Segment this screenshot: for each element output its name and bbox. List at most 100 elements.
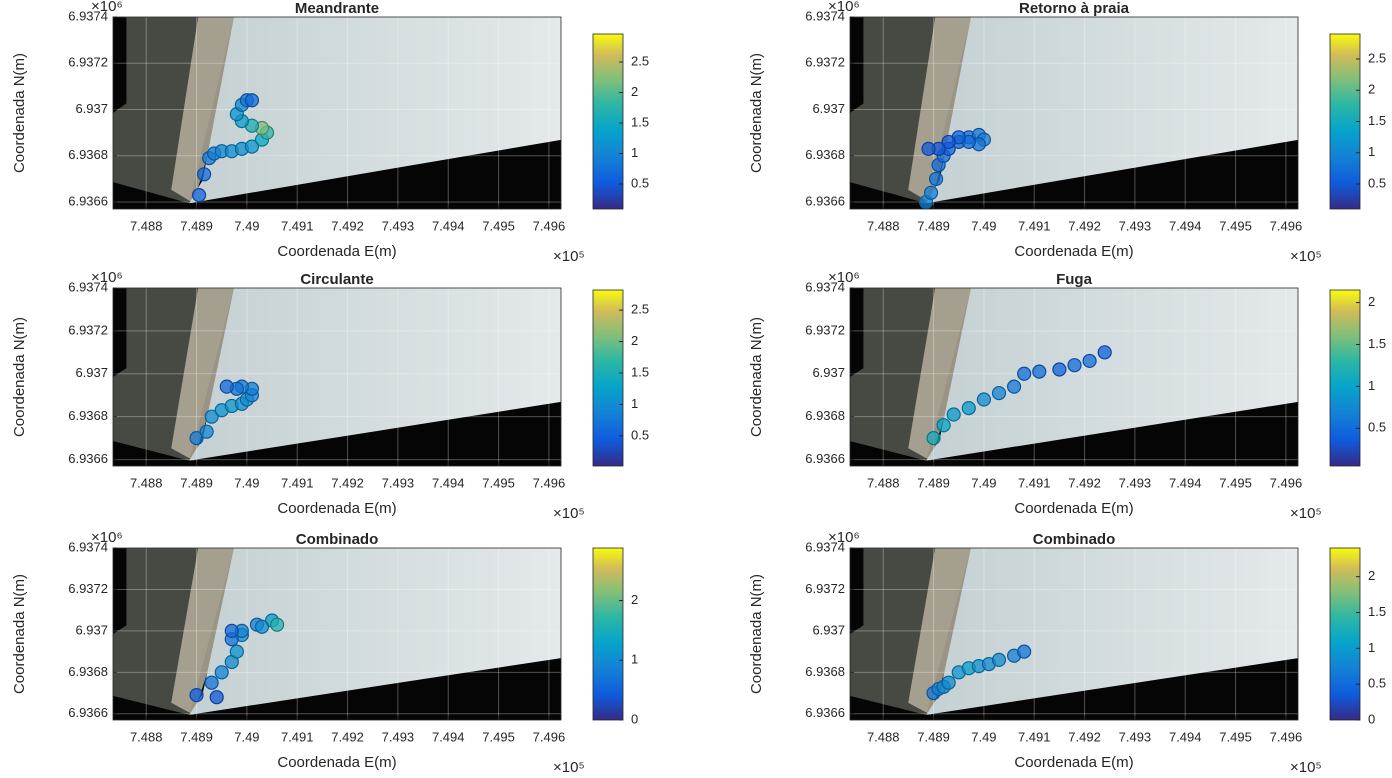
colorbar-tick-label: 0.5	[1368, 175, 1386, 190]
y-exponent: ×10⁶	[91, 0, 123, 15]
x-tick-label: 7.489	[917, 218, 950, 233]
track-point	[1017, 644, 1032, 659]
y-tick-label: 6.9368	[805, 147, 845, 162]
y-axis-label: Coordenada N(m)	[748, 53, 765, 173]
colorbar	[1329, 289, 1361, 467]
y-tick-label: 6.937	[75, 101, 108, 116]
colorbar-tick-label: 2	[1368, 294, 1375, 309]
x-tick-label: 7.491	[281, 218, 314, 233]
track-point	[926, 431, 941, 446]
x-axis-label: Coordenada E(m)	[277, 754, 396, 771]
colorbar-tick-label: 1	[1368, 144, 1375, 159]
chart-title: Circulante	[300, 271, 373, 288]
colorbar-tick-label: 1.5	[1368, 336, 1386, 351]
x-axis-label: Coordenada E(m)	[277, 243, 396, 260]
y-tick-label: 6.937	[75, 365, 108, 380]
y-axis-label: Coordenada N(m)	[748, 574, 765, 694]
colorbar-tick-label: 1	[1368, 640, 1375, 655]
colorbar-tick-label: 1	[631, 145, 638, 160]
x-tick-label: 7.488	[867, 218, 900, 233]
x-tick-label: 7.495	[482, 729, 515, 744]
axes-box	[849, 16, 1299, 210]
track-point	[1032, 364, 1047, 379]
x-tick-label: 7.488	[867, 475, 900, 490]
x-tick-label: 7.489	[917, 475, 950, 490]
chart-title: Combinado	[1033, 531, 1116, 548]
colorbar-tick-label: 0	[1368, 711, 1375, 726]
x-tick-label: 7.494	[1169, 218, 1202, 233]
y-tick-label: 6.9372	[68, 55, 108, 70]
track-point	[1067, 358, 1082, 373]
y-tick-label: 6.9368	[68, 147, 108, 162]
x-tick-label: 7.494	[432, 475, 465, 490]
y-tick-label: 6.937	[812, 622, 845, 637]
x-tick-label: 7.493	[1119, 218, 1152, 233]
colorbar-tick-label: 0	[631, 711, 638, 726]
y-tick-label: 6.937	[812, 101, 845, 116]
y-tick-label: 6.9368	[805, 664, 845, 679]
colorbar	[1329, 547, 1361, 721]
x-tick-label: 7.49	[971, 218, 996, 233]
x-tick-label: 7.492	[1068, 729, 1101, 744]
x-exponent: ×10⁵	[553, 505, 585, 522]
track-point	[1052, 362, 1067, 377]
x-exponent: ×10⁵	[553, 759, 585, 773]
axes-box	[112, 547, 562, 721]
y-exponent: ×10⁶	[91, 529, 123, 546]
track-point	[923, 185, 939, 200]
track-point	[1006, 379, 1022, 394]
y-tick-label: 6.9366	[68, 705, 108, 720]
background-image	[113, 288, 561, 466]
colorbar-tick-label: 2	[631, 84, 638, 99]
colorbar	[592, 547, 624, 721]
colorbar-tick-label: 1.5	[1368, 604, 1386, 619]
track-point	[961, 400, 976, 416]
x-tick-label: 7.492	[1068, 475, 1101, 490]
x-tick-label: 7.489	[917, 729, 950, 744]
track-point	[941, 134, 956, 150]
x-tick-label: 7.491	[281, 475, 314, 490]
x-exponent: ×10⁵	[553, 248, 585, 265]
background-image	[850, 548, 1298, 720]
colorbar-tick-label: 2	[631, 333, 638, 348]
y-tick-label: 6.9374	[68, 539, 108, 554]
x-tick-label: 7.493	[382, 729, 415, 744]
colorbar-tick-label: 1	[631, 396, 638, 411]
y-tick-label: 6.9374	[805, 8, 845, 23]
x-axis-label: Coordenada E(m)	[1014, 243, 1133, 260]
colorbar-tick-label: 2	[1368, 568, 1375, 583]
x-tick-label: 7.493	[382, 475, 415, 490]
x-tick-label: 7.488	[130, 475, 163, 490]
track-point	[244, 139, 260, 154]
x-axis-label: Coordenada E(m)	[277, 500, 396, 517]
track-point	[189, 431, 204, 446]
y-tick-label: 6.9366	[68, 451, 108, 466]
track-point	[244, 93, 260, 108]
colorbar-tick-label: 1.5	[1368, 113, 1386, 128]
x-tick-label: 7.49	[971, 729, 996, 744]
x-tick-label: 7.492	[331, 729, 364, 744]
x-tick-label: 7.495	[482, 218, 515, 233]
x-tick-label: 7.495	[482, 475, 515, 490]
background-image	[113, 17, 561, 209]
track-point	[269, 617, 285, 632]
y-tick-label: 6.9372	[68, 581, 108, 596]
x-tick-label: 7.493	[1119, 729, 1152, 744]
x-axis-label: Coordenada E(m)	[1014, 500, 1133, 517]
y-tick-label: 6.937	[75, 622, 108, 637]
axes-box	[112, 16, 562, 210]
track-point	[976, 392, 991, 407]
x-tick-label: 7.491	[1018, 475, 1051, 490]
y-tick-label: 6.9368	[805, 408, 845, 423]
colorbar	[592, 33, 624, 210]
x-exponent: ×10⁵	[1290, 505, 1322, 522]
colorbar-tick-label: 0.5	[1368, 420, 1386, 435]
x-exponent: ×10⁵	[1290, 759, 1322, 773]
track-point	[204, 409, 219, 424]
track-point	[189, 688, 204, 703]
track-point	[946, 407, 961, 422]
y-exponent: ×10⁶	[91, 269, 123, 286]
y-tick-label: 6.9372	[805, 55, 845, 70]
